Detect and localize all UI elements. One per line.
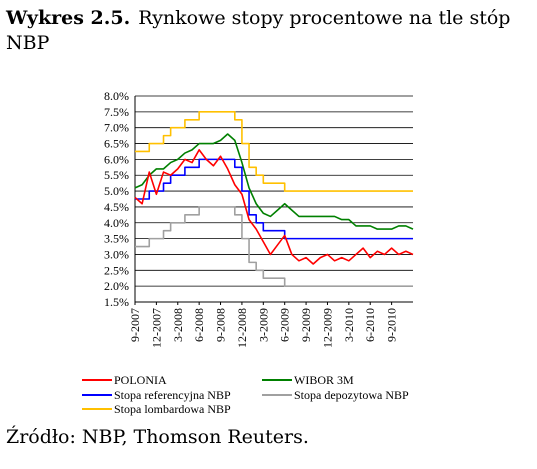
x-tick-label: 3-2009 xyxy=(256,308,270,342)
series-line xyxy=(135,111,413,192)
x-tick-label: 12-2009 xyxy=(320,308,334,348)
figure-title: Wykres 2.5. Rynkowe stopy procentowe na t… xyxy=(6,6,526,56)
x-tick-label: 12-2008 xyxy=(235,308,249,348)
legend-label: Stopa lombardowa NBP xyxy=(114,402,231,416)
y-tick-label: 6.5% xyxy=(104,137,129,151)
source-note: Źródło: NBP, Thomson Reuters. xyxy=(6,426,309,448)
y-axis: 1.5% 2.0% 2.5% 3.0%3.5% 4.0% 4.5% 5.0% 5.5% 6.0%… xyxy=(104,89,129,309)
chart-series xyxy=(134,111,414,287)
series-line xyxy=(135,158,413,240)
series-line xyxy=(134,133,414,230)
y-tick-label: 5.0% xyxy=(104,184,129,198)
figure-label: Wykres 2.5. xyxy=(6,7,131,29)
y-tick-label: 2.5% xyxy=(104,263,129,277)
y-tick-label: 5.5% xyxy=(104,168,129,182)
y-tick-label: 3.5% xyxy=(104,232,129,246)
x-tick-label: 9-2007 xyxy=(128,308,142,342)
legend-label: Stopa referencyjna NBP xyxy=(114,388,231,402)
series-line xyxy=(134,149,414,265)
y-tick-label: 8.0% xyxy=(104,89,129,103)
legend-label: Stopa depozytowa NBP xyxy=(294,388,409,402)
y-tick-label: 6.0% xyxy=(104,152,129,166)
x-tick-label: 6-2008 xyxy=(192,308,206,342)
x-tick-label: 9-2009 xyxy=(299,308,313,342)
x-tick-label: 3-2010 xyxy=(342,308,356,342)
y-tick-label: 4.0% xyxy=(104,216,129,230)
x-axis: 9-2007 12-2007 3-2008 6-2008 9-2008 12-2008 3-… xyxy=(128,302,399,348)
figure-title-text: Rynkowe stopy procentowe na tle stóp NBP xyxy=(6,7,511,54)
x-tick-label: 6-2009 xyxy=(278,308,292,342)
x-tick-label: 9-2010 xyxy=(385,308,399,342)
y-tick-label: 7.5% xyxy=(104,105,129,119)
x-tick-label: 6-2010 xyxy=(363,308,377,342)
y-tick-label: 4.5% xyxy=(104,200,129,214)
x-tick-label: 12-2007 xyxy=(149,308,163,348)
legend-label: WIBOR 3M xyxy=(294,373,354,387)
y-tick-label: 1.5% xyxy=(104,295,129,309)
y-tick-label: 7.0% xyxy=(104,121,129,135)
x-tick-label: 9-2008 xyxy=(214,308,228,342)
series-line xyxy=(135,206,413,287)
x-tick-label: 3-2008 xyxy=(171,308,185,342)
y-tick-label: 3.0% xyxy=(104,247,129,261)
y-tick-label: 2.0% xyxy=(104,279,129,293)
legend-label: POLONIA xyxy=(114,373,167,387)
